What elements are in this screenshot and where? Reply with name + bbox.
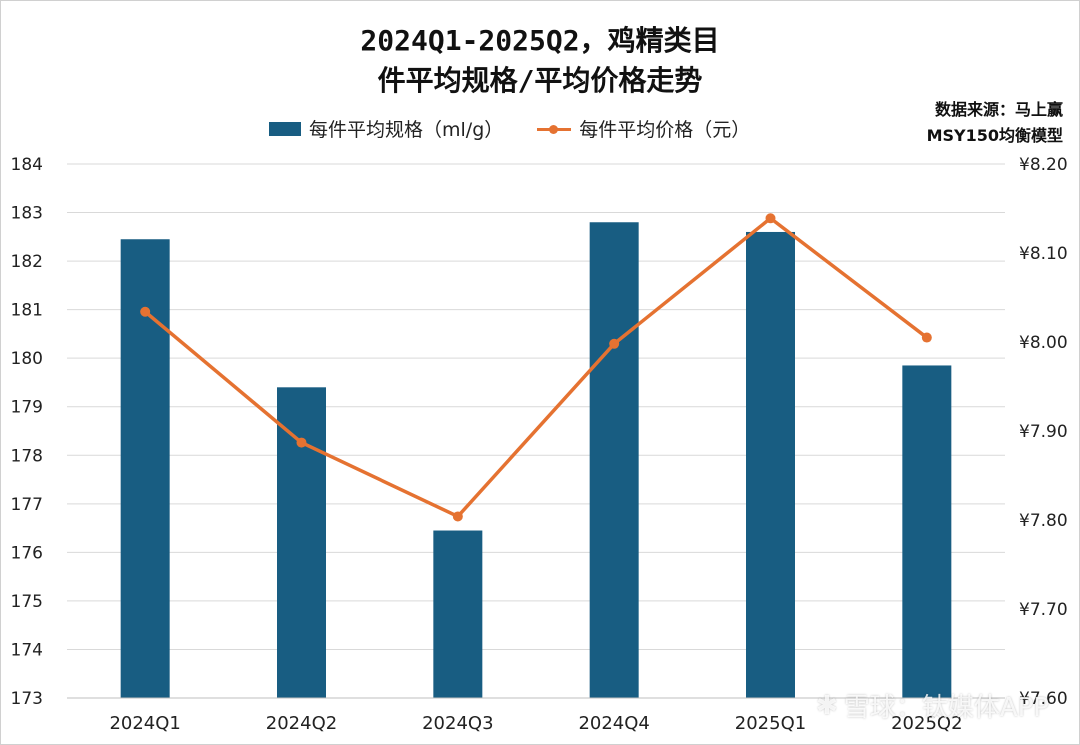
y-right-tick-label: ¥8.20 <box>1019 155 1068 175</box>
y-left-tick-label: 180 <box>11 349 43 369</box>
y-right-tick-label: ¥7.60 <box>1019 689 1068 709</box>
source-note: 数据来源：马上赢 MSY150均衡模型 <box>927 97 1063 149</box>
y-left-tick-label: 174 <box>11 640 43 660</box>
legend-item-line: 每件平均价格（元） <box>537 115 750 142</box>
legend-item-bar: 每件平均规格（ml/g） <box>269 115 503 142</box>
y-right-tick-label: ¥7.80 <box>1019 511 1068 531</box>
line-point <box>765 213 776 224</box>
x-tick-label: 2024Q1 <box>109 713 180 734</box>
bar <box>902 365 952 698</box>
y-left-tick-label: 176 <box>11 543 43 563</box>
source-note-line-1: 数据来源：马上赢 <box>934 100 1063 119</box>
x-tick-label: 2024Q4 <box>578 713 649 734</box>
legend-line-label: 每件平均价格（元） <box>579 119 751 141</box>
y-right-tick-label: ¥8.00 <box>1019 333 1068 353</box>
price-line <box>144 216 928 519</box>
watermark: ✱ 雪球：钛媒体APP <box>816 687 1049 724</box>
y-right-tick-label: ¥8.10 <box>1019 244 1068 264</box>
bar <box>746 231 795 699</box>
y-left-tick-label: 178 <box>11 446 43 466</box>
chart-title-line-1: 2024Q1-2025Q2，鸡精类目 <box>360 24 720 57</box>
y-left-tick-label: 175 <box>11 592 43 612</box>
x-tick-label: 2025Q2 <box>891 713 962 734</box>
bar <box>433 530 483 698</box>
x-tick-label: 2024Q3 <box>422 713 493 734</box>
y-right-tick-label: ¥7.70 <box>1019 600 1068 620</box>
legend-bar-label: 每件平均规格（ml/g） <box>309 119 504 141</box>
bar <box>277 387 326 698</box>
y-left-tick-label: 177 <box>11 495 43 515</box>
bar <box>589 222 639 698</box>
y-left-tick-label: 184 <box>11 155 43 175</box>
line-point <box>296 437 307 448</box>
legend-bar-swatch <box>269 121 301 136</box>
y-right-tick-label: ¥7.90 <box>1019 422 1068 442</box>
watermark-text: 雪球：钛媒体APP <box>843 693 1049 723</box>
snowball-icon: ✱ <box>816 690 838 721</box>
y-left-tick-label: 179 <box>11 398 43 418</box>
x-tick-label: 2024Q2 <box>266 713 337 734</box>
line-point <box>921 332 932 343</box>
y-left-tick-label: 183 <box>11 204 43 224</box>
chart-legend: 每件平均规格（ml/g） 每件平均价格（元） <box>269 115 750 142</box>
line-point <box>140 306 151 317</box>
y-left-tick-label: 182 <box>11 252 43 272</box>
x-tick-label: 2025Q1 <box>735 713 806 734</box>
source-note-line-2: MSY150均衡模型 <box>926 126 1063 145</box>
legend-line-swatch <box>537 122 572 136</box>
y-left-tick-label: 173 <box>11 689 43 709</box>
chart-title-line-2: 件平均规格/平均价格走势 <box>377 64 703 97</box>
line-point <box>452 511 463 522</box>
line-point <box>609 338 620 349</box>
y-left-tick-label: 181 <box>11 301 43 321</box>
